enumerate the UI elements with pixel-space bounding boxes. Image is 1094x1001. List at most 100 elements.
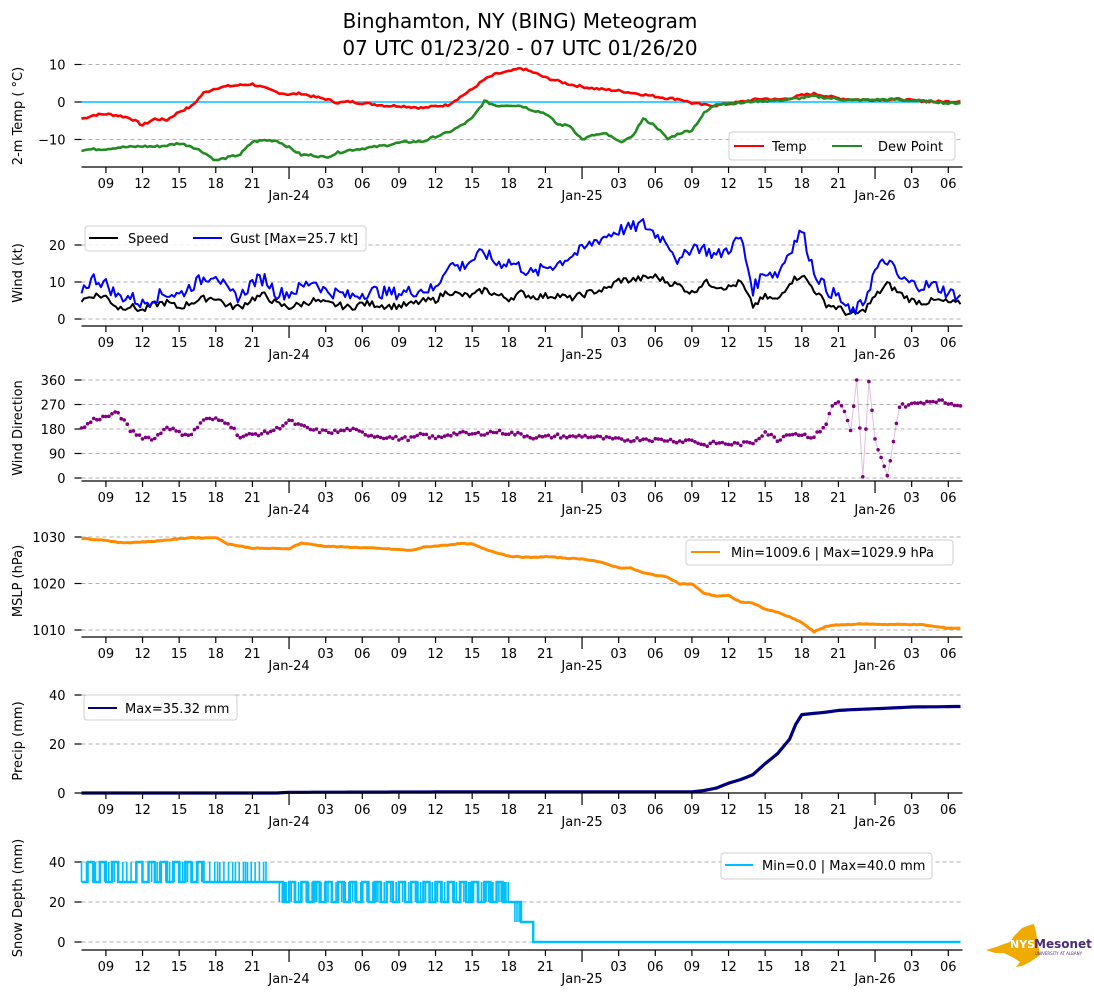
xtick-label-snow: 09	[391, 960, 408, 975]
data-point-wdir	[500, 431, 505, 436]
xtick-date-label-precip: Jan-24	[267, 815, 309, 830]
data-point-wdir	[137, 433, 142, 437]
data-point-wdir	[772, 435, 777, 439]
data-point-wdir	[375, 434, 380, 439]
data-point-wdir	[296, 422, 301, 426]
xtick-label-wdir: 06	[940, 491, 957, 506]
data-point-wdir	[653, 436, 658, 441]
xtick-label-mslp: 18	[208, 647, 225, 662]
data-point-wdir	[250, 432, 255, 437]
data-point-wdir	[479, 433, 484, 437]
xtick-label-precip: 09	[391, 803, 408, 818]
data-point-wdir	[589, 435, 593, 439]
xtick-label-precip: 21	[244, 803, 261, 818]
xtick-date-label-mslp: Jan-24	[267, 659, 309, 674]
data-point-wdir	[107, 414, 111, 419]
data-point-wdir	[189, 432, 194, 437]
xtick-label-wdir: 03	[903, 491, 920, 506]
data-point-wdir	[543, 434, 548, 438]
data-point-wdir	[384, 436, 389, 440]
legend-label-dewpoint: Dew Point	[878, 140, 943, 155]
data-point-wdir	[418, 431, 423, 436]
data-point-wdir	[531, 437, 535, 441]
data-point-wdir	[922, 401, 926, 406]
data-point-wdir	[638, 438, 642, 443]
data-point-wdir	[610, 437, 615, 441]
data-point-wdir	[540, 434, 545, 439]
legend-label-precip: Max=35.32 mm	[125, 702, 229, 717]
xtick-label-wind: 15	[757, 336, 774, 351]
data-point-wdir	[140, 437, 145, 441]
xtick-label-temp: 09	[98, 177, 115, 192]
data-point-wdir	[754, 438, 758, 443]
data-point-wdir	[473, 431, 478, 436]
data-point-wdir	[363, 432, 368, 437]
series-line-temp-0	[81, 66, 961, 127]
ytick-label-wdir: 180	[41, 423, 66, 438]
data-point-wdir	[409, 435, 413, 439]
data-point-wdir	[897, 405, 902, 410]
data-point-wdir	[217, 418, 221, 423]
series-oscillation-snow	[208, 862, 267, 882]
data-point-wdir	[278, 427, 282, 431]
xtick-label-wdir: 06	[647, 491, 664, 506]
data-point-wdir	[314, 427, 319, 431]
xtick-label-wind: 09	[98, 336, 115, 351]
panels: 10 0 −10 2-m Temp ( °C) 09 12 15 18 21 03 06 09 12 15…	[11, 59, 963, 987]
xtick-label-wind: 21	[244, 336, 261, 351]
data-point-wdir	[134, 433, 139, 437]
ytick-label-wdir: 360	[41, 374, 66, 389]
data-point-wdir	[824, 422, 828, 427]
data-point-wdir	[888, 459, 893, 463]
xtick-label-precip: 03	[610, 803, 627, 818]
xtick-label-wdir: 03	[610, 491, 627, 506]
data-point-wdir	[705, 444, 709, 449]
xtick-date-label-temp: Jan-26	[853, 189, 895, 204]
xtick-label-wind: 03	[610, 336, 627, 351]
data-point-wdir	[647, 438, 651, 443]
xtick-date-label-wdir: Jan-25	[560, 503, 602, 518]
xtick-label-temp: 03	[610, 177, 627, 192]
data-point-wdir	[934, 400, 938, 405]
data-point-wdir	[256, 433, 261, 438]
data-point-wdir	[635, 436, 639, 440]
data-point-wdir	[372, 435, 377, 439]
xtick-label-mslp: 12	[427, 647, 444, 662]
logo-nys-text: NYS	[1010, 938, 1035, 951]
panel-wdir: 360 270 180 90 0 Wind Direction 09 12 15 18 21 03 06…	[11, 374, 963, 518]
data-point-wdir	[702, 442, 706, 447]
data-point-wdir	[827, 411, 832, 416]
data-point-wdir	[262, 429, 267, 434]
xtick-label-mslp: 06	[647, 647, 664, 662]
data-point-wdir	[403, 435, 407, 439]
data-point-wdir	[195, 425, 200, 430]
xtick-label-mslp: 03	[610, 647, 627, 662]
xtick-label-temp: 15	[464, 177, 481, 192]
data-point-wdir	[882, 464, 886, 469]
xtick-label-temp: 21	[830, 177, 847, 192]
data-point-wdir	[671, 439, 676, 444]
xtick-label-mslp: 09	[98, 647, 115, 662]
ytick-label-wind: 10	[49, 276, 66, 291]
ytick-label-mslp: 1020	[32, 578, 65, 593]
xtick-label-mslp: 18	[501, 647, 518, 662]
xtick-label-wind: 09	[684, 336, 701, 351]
data-point-wdir	[360, 430, 365, 434]
ylabel-temp: 2-m Temp ( °C)	[11, 67, 26, 165]
xtick-label-precip: 06	[647, 803, 664, 818]
logo-university-text: UNIVERSITY AT ALBANY	[1035, 951, 1083, 956]
series-line-wdir	[81, 379, 961, 478]
data-point-wdir	[577, 433, 581, 438]
xtick-label-wind: 06	[354, 336, 371, 351]
data-point-wdir	[442, 434, 447, 438]
data-point-wdir	[919, 400, 923, 405]
data-point-wdir	[293, 422, 297, 427]
xtick-date-label-wdir: Jan-26	[853, 503, 895, 518]
xtick-label-temp: 12	[720, 177, 737, 192]
xtick-label-wdir: 09	[684, 491, 701, 506]
data-point-wdir	[388, 435, 392, 439]
xtick-label-snow: 03	[903, 960, 920, 975]
ytick-label-temp: −10	[38, 134, 65, 149]
data-point-wdir	[891, 439, 896, 444]
